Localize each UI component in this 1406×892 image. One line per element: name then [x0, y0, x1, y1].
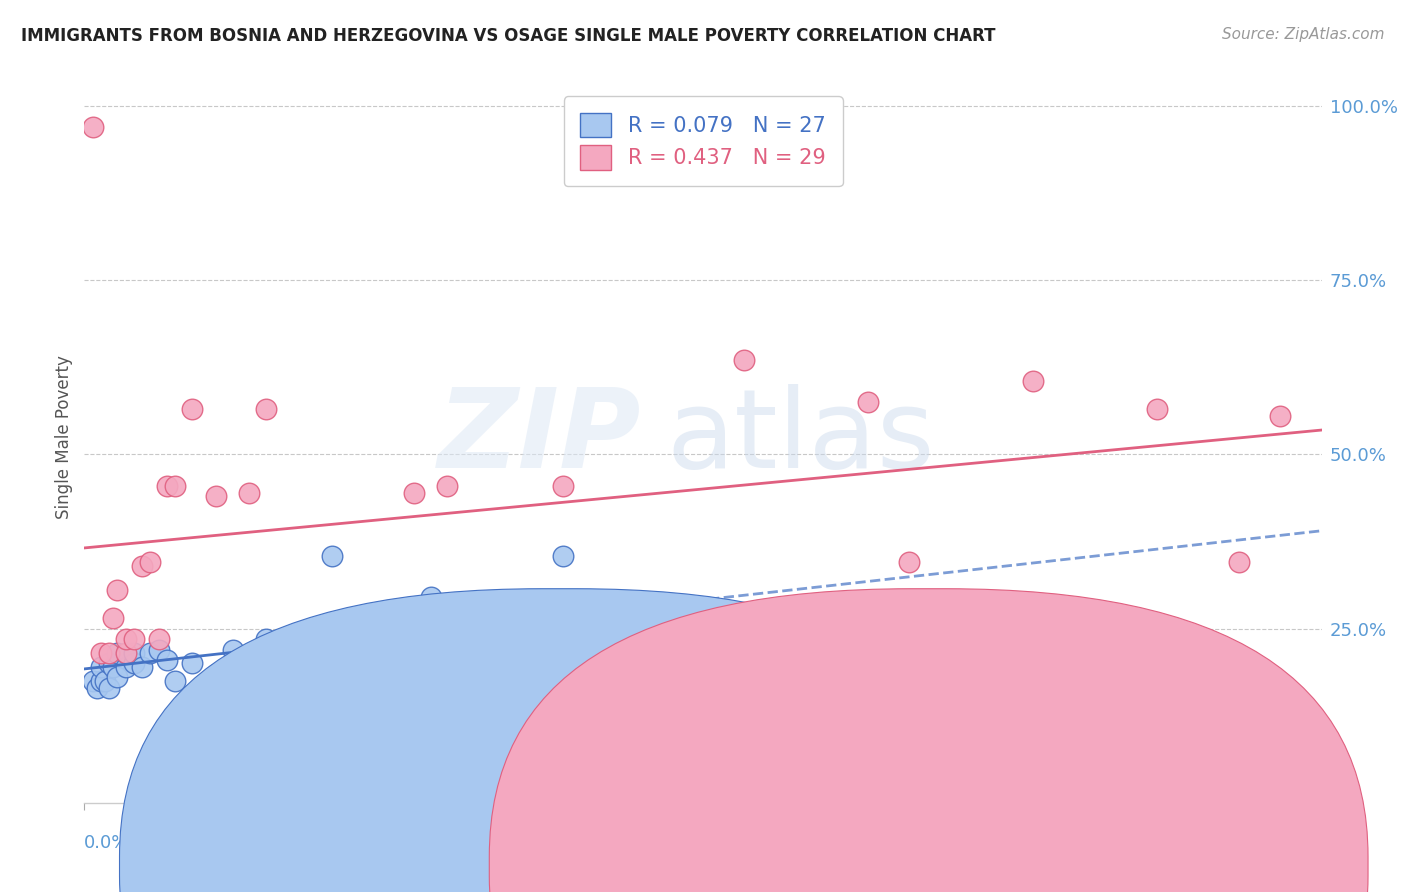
Point: [165, 479, 187, 493]
Point: [105, 670, 128, 684]
Text: ZIP: ZIP: [437, 384, 641, 491]
Point: [122, 646, 145, 660]
Point: [114, 632, 136, 646]
Point: [156, 653, 179, 667]
Point: [114, 646, 136, 660]
Point: [321, 549, 343, 563]
Point: [419, 591, 441, 605]
Point: [148, 632, 170, 646]
Point: [238, 485, 260, 500]
Point: [404, 485, 426, 500]
Point: [156, 479, 179, 493]
Point: [103, 660, 125, 674]
Text: 0.0%: 0.0%: [84, 834, 129, 852]
Point: [321, 632, 343, 646]
Point: [94, 673, 117, 688]
Text: Source: ZipAtlas.com: Source: ZipAtlas.com: [1222, 27, 1385, 42]
Point: [139, 646, 162, 660]
Point: [551, 479, 574, 493]
Point: [114, 660, 136, 674]
Point: [105, 583, 128, 598]
Point: [1146, 402, 1168, 417]
Point: [105, 646, 128, 660]
Point: [551, 549, 574, 563]
Y-axis label: Single Male Poverty: Single Male Poverty: [55, 355, 73, 519]
Text: Immigrants from Bosnia and Herzegovina: Immigrants from Bosnia and Herzegovina: [591, 856, 936, 874]
Point: [86, 681, 108, 695]
Point: [131, 558, 153, 573]
Point: [82, 673, 104, 688]
Point: [254, 402, 277, 417]
Point: [122, 632, 145, 646]
Point: [609, 632, 631, 646]
Point: [222, 642, 245, 657]
Point: [148, 642, 170, 657]
Point: [98, 646, 121, 660]
Point: [898, 556, 921, 570]
Point: [139, 556, 162, 570]
Point: [692, 688, 714, 702]
Point: [1270, 409, 1292, 424]
Text: IMMIGRANTS FROM BOSNIA AND HERZEGOVINA VS OSAGE SINGLE MALE POVERTY CORRELATION : IMMIGRANTS FROM BOSNIA AND HERZEGOVINA V…: [21, 27, 995, 45]
Point: [733, 353, 755, 368]
Point: [165, 673, 187, 688]
Point: [180, 402, 202, 417]
Point: [856, 395, 879, 409]
Point: [98, 657, 121, 671]
Point: [180, 657, 202, 671]
Point: [254, 632, 277, 646]
Point: [205, 489, 228, 503]
Point: [82, 120, 104, 134]
Text: 15.0%: 15.0%: [1264, 834, 1322, 852]
Text: Osage: Osage: [956, 856, 1008, 874]
Legend: R = 0.079   N = 27, R = 0.437   N = 29: R = 0.079 N = 27, R = 0.437 N = 29: [564, 96, 842, 186]
Point: [1022, 375, 1045, 389]
Point: [103, 611, 125, 625]
Point: [90, 660, 112, 674]
Point: [1227, 556, 1250, 570]
Point: [114, 646, 136, 660]
Point: [90, 673, 112, 688]
Text: atlas: atlas: [666, 384, 935, 491]
Point: [131, 660, 153, 674]
Point: [90, 646, 112, 660]
Point: [436, 479, 458, 493]
Point: [122, 657, 145, 671]
Point: [98, 681, 121, 695]
Point: [205, 667, 228, 681]
